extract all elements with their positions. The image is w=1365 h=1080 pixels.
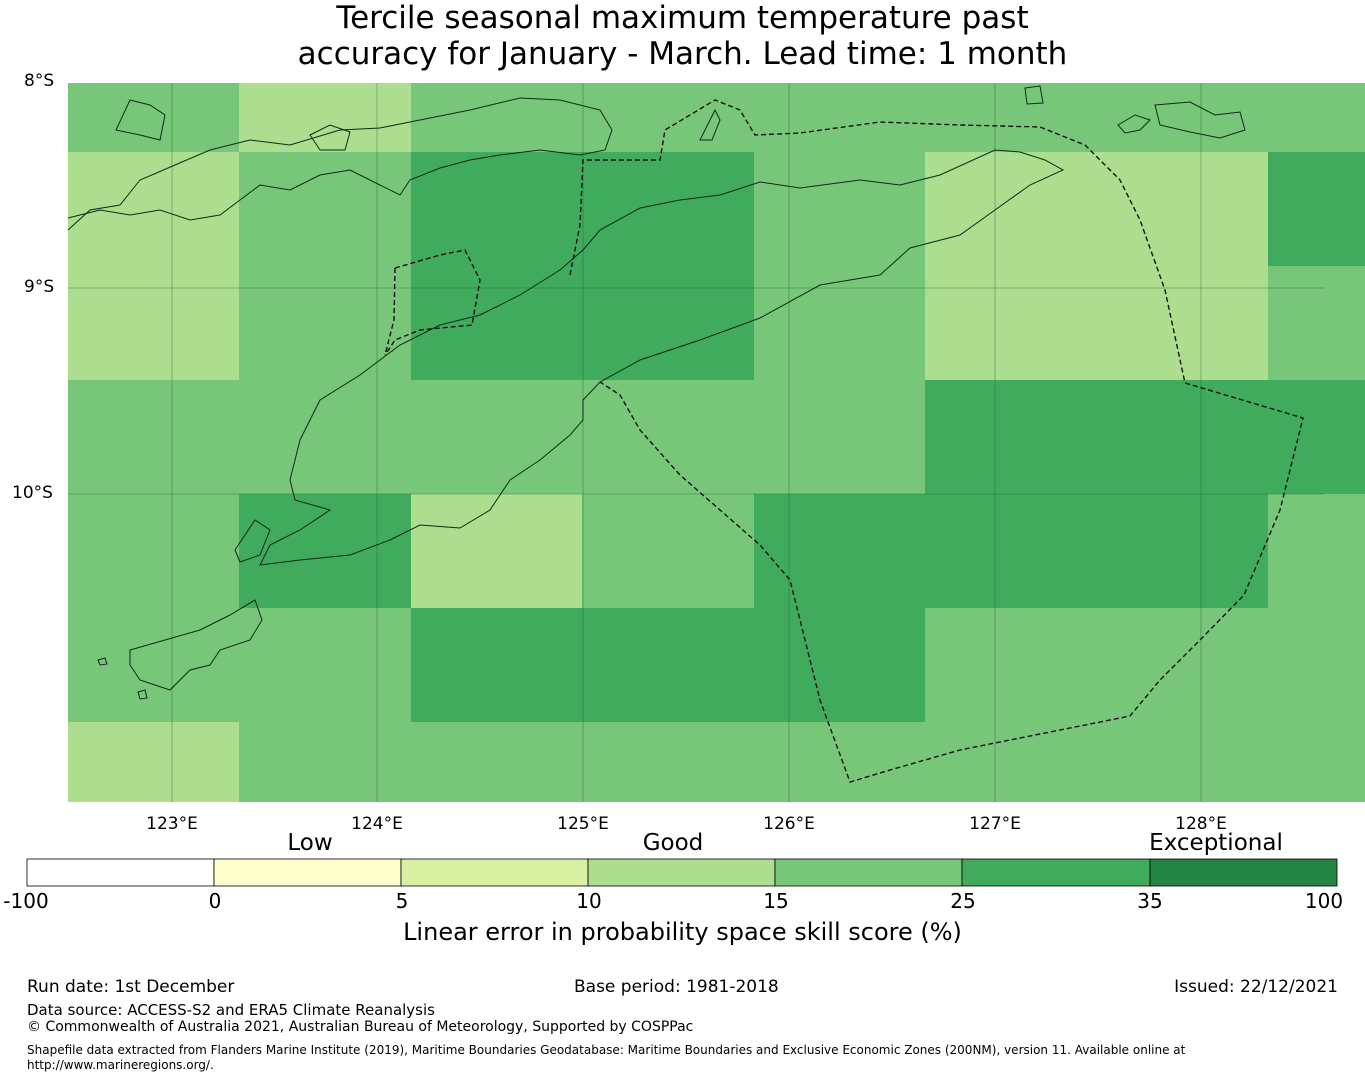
grid-cell: [68, 83, 239, 152]
lon-label-124e: 124°E: [351, 814, 403, 834]
legend-tick-7: 100: [1304, 889, 1344, 913]
grid-cell: [1097, 722, 1268, 802]
grid-cell: [754, 494, 925, 608]
graticule: [68, 83, 1324, 802]
shapefile-credit-1: Shapefile data extracted from Flanders M…: [27, 1043, 1186, 1057]
issued-date: Issued: 22/12/2021: [1174, 977, 1338, 997]
grid-cell: [1268, 83, 1365, 152]
lon-label-126e: 126°E: [763, 814, 815, 834]
grid-cell: [411, 266, 582, 380]
skill-grid: [68, 83, 1365, 802]
legend-tick-2: 5: [395, 889, 409, 913]
grid-cell: [1268, 608, 1365, 722]
grid-cell: [925, 152, 1097, 266]
maritime-boundaries: [384, 99, 1304, 783]
data-source: Data source: ACCESS-S2 and ERA5 Climate …: [27, 1001, 435, 1019]
shapefile-credit-2: http://www.marineregions.org/.: [27, 1058, 214, 1072]
legend-tick-3: 10: [576, 889, 602, 913]
grid-cell: [582, 494, 754, 608]
grid-cell: [239, 722, 411, 802]
lon-label-128e: 128°E: [1175, 814, 1227, 834]
grid-cell: [411, 608, 582, 722]
grid-cell: [411, 494, 582, 608]
coastlines: [67, 85, 1246, 700]
grid-cell: [239, 380, 411, 494]
grid-cell: [411, 83, 582, 152]
grid-cell: [925, 608, 1097, 722]
legend-tick-5: 25: [950, 889, 976, 913]
grid-cell: [1097, 152, 1268, 266]
grid-cell: [239, 494, 411, 608]
grid-cell: [68, 380, 239, 494]
legend-label: Linear error in probability space skill …: [403, 918, 962, 946]
grid-cell: [68, 494, 239, 608]
grid-cell: [925, 722, 1097, 802]
legend-tick-0: -100: [3, 889, 49, 913]
grid-cell: [411, 152, 582, 266]
grid-cell: [754, 608, 925, 722]
grid-cell: [582, 266, 754, 380]
grid-cell: [1097, 380, 1268, 494]
grid-cell: [239, 608, 411, 722]
copyright: © Commonwealth of Australia 2021, Austra…: [27, 1019, 694, 1035]
grid-cell: [1268, 152, 1365, 266]
grid-cell: [239, 266, 411, 380]
lon-label-127e: 127°E: [969, 814, 1021, 834]
grid-cell: [754, 83, 925, 152]
legend-category-exceptional: Exceptional: [1149, 830, 1283, 856]
grid-cell: [925, 266, 1097, 380]
title-line-1: Tercile seasonal maximum temperature pas…: [336, 0, 1029, 36]
grid-cell: [925, 83, 1097, 152]
legend-category-low: Low: [287, 830, 333, 856]
lat-label-8s: 8°S: [24, 71, 55, 91]
grid-cell: [1097, 494, 1268, 608]
grid-cell: [1268, 380, 1365, 494]
grid-cell: [1268, 722, 1365, 802]
grid-cell: [239, 83, 411, 152]
legend-tick-6: 35: [1137, 889, 1163, 913]
grid-cell: [925, 494, 1097, 608]
run-date: Run date: 1st December: [27, 977, 235, 997]
grid-cell: [411, 380, 582, 494]
grid-cell: [754, 266, 925, 380]
legend-tick-4: 15: [763, 889, 789, 913]
lon-label-125e: 125°E: [557, 814, 609, 834]
grid-cell: [1268, 494, 1365, 608]
chart-title: Tercile seasonal maximum temperature pas…: [0, 0, 1365, 72]
grid-cell: [925, 380, 1097, 494]
grid-cell: [754, 152, 925, 266]
grid-cell: [582, 608, 754, 722]
legend-category-good: Good: [642, 830, 704, 856]
grid-cell: [1097, 266, 1268, 380]
lat-label-9s: 9°S: [24, 277, 55, 297]
grid-cell: [754, 722, 925, 802]
grid-cell: [582, 83, 754, 152]
grid-cell: [68, 608, 239, 722]
grid-cell: [68, 722, 239, 802]
title-line-2: accuracy for January - March. Lead time:…: [297, 36, 1068, 72]
grid-cell: [754, 380, 925, 494]
grid-cell: [1097, 608, 1268, 722]
grid-cell: [582, 152, 754, 266]
grid-cell: [1097, 83, 1268, 152]
legend-tick-1: 0: [208, 889, 222, 913]
grid-cell: [582, 380, 754, 494]
lat-label-10s: 10°S: [12, 483, 53, 503]
grid-cell: [239, 152, 411, 266]
grid-cell: [411, 722, 582, 802]
grid-cell: [1268, 266, 1365, 380]
grid-cell: [68, 266, 239, 380]
grid-cell: [582, 722, 754, 802]
lon-label-123e: 123°E: [146, 814, 198, 834]
base-period: Base period: 1981-2018: [574, 977, 779, 997]
